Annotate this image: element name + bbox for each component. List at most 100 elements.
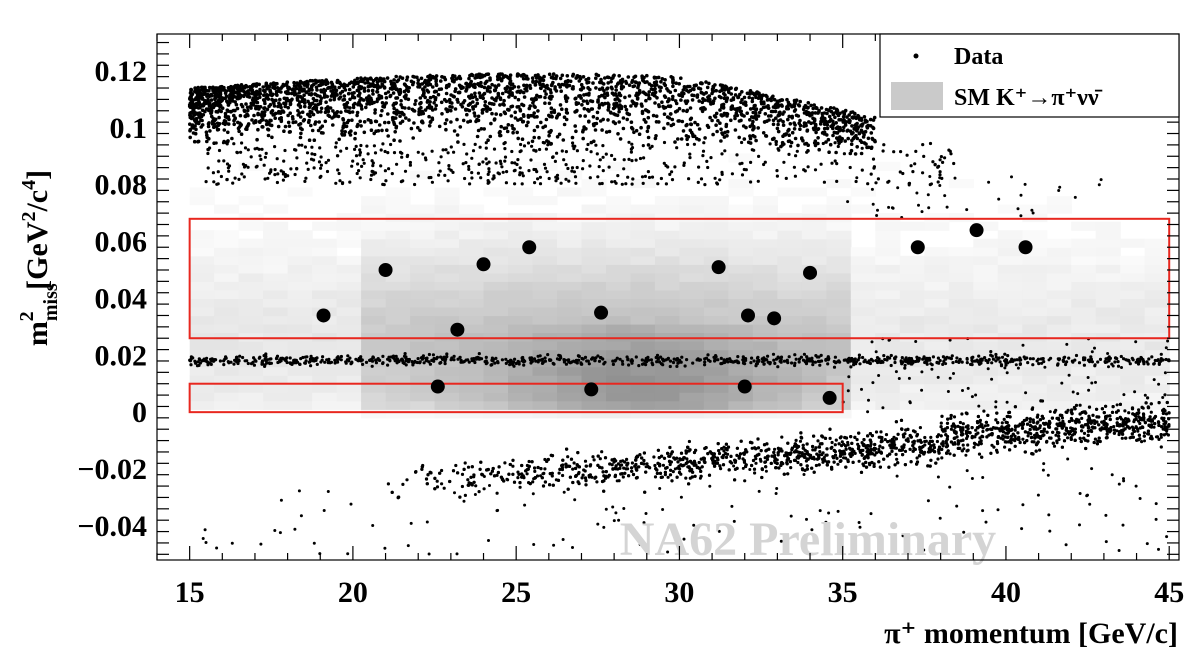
heatmap-cell	[973, 332, 999, 342]
data-point	[337, 85, 342, 90]
data-point	[392, 86, 396, 91]
data-point	[381, 354, 385, 358]
data-point	[424, 356, 428, 361]
data-point	[730, 172, 735, 176]
heatmap-cell	[899, 324, 925, 334]
data-point	[702, 106, 706, 110]
data-point	[594, 86, 598, 90]
data-point	[534, 79, 539, 84]
data-point	[811, 106, 815, 111]
data-point	[659, 362, 664, 366]
data-point	[634, 355, 638, 359]
data-point	[598, 182, 602, 186]
data-point	[543, 89, 547, 93]
heatmap-cell	[997, 366, 1023, 376]
data-point	[831, 111, 836, 116]
heatmap-cell	[752, 204, 778, 214]
heatmap-cell	[630, 281, 656, 291]
data-point	[551, 72, 556, 76]
data-point	[692, 142, 697, 146]
data-point	[430, 116, 435, 120]
data-point	[1070, 359, 1074, 363]
data-point	[680, 355, 684, 359]
heatmap-cell	[287, 349, 313, 359]
data-point	[391, 354, 396, 358]
heatmap-cell	[826, 196, 852, 206]
heatmap-cell	[434, 392, 460, 402]
data-point	[303, 145, 307, 149]
data-point	[1082, 358, 1086, 362]
data-point	[356, 80, 360, 84]
data-point	[207, 85, 212, 90]
heatmap-cell	[630, 349, 656, 359]
data-point	[794, 154, 798, 158]
data-point	[382, 79, 387, 84]
heatmap-cell	[214, 255, 240, 265]
data-point	[632, 84, 637, 88]
heatmap-cell	[508, 375, 534, 385]
data-point	[242, 165, 247, 169]
data-point	[894, 452, 898, 456]
data-point	[983, 356, 987, 360]
data-point	[496, 77, 500, 82]
heatmap-cell	[214, 289, 240, 299]
data-point	[227, 169, 231, 173]
data-point	[742, 359, 746, 363]
data-point	[206, 151, 210, 156]
data-point	[776, 129, 781, 134]
data-point	[754, 461, 758, 465]
heatmap-cell	[483, 272, 509, 282]
data-point	[308, 110, 313, 115]
data-point	[697, 99, 701, 103]
data-point	[571, 72, 576, 77]
data-point	[439, 355, 443, 359]
heatmap-cell	[263, 272, 289, 282]
data-point	[596, 98, 600, 102]
data-point	[339, 110, 343, 114]
data-point	[640, 175, 645, 179]
data-point	[252, 113, 256, 118]
data-point	[562, 158, 566, 162]
data-point	[258, 120, 262, 124]
data-point	[239, 150, 243, 154]
data-point	[421, 152, 425, 156]
data-point	[204, 180, 208, 184]
heatmap-cell	[875, 358, 901, 368]
heatmap-cell	[924, 272, 950, 282]
data-point	[214, 101, 219, 106]
data-point	[484, 157, 488, 161]
heatmap-cell	[287, 298, 313, 308]
heatmap-cell	[287, 230, 313, 240]
data-point	[593, 128, 598, 132]
data-point	[601, 357, 605, 361]
data-point	[440, 112, 444, 116]
data-point	[1008, 360, 1013, 364]
heatmap-cell	[263, 230, 289, 240]
heatmap-cell	[532, 307, 558, 317]
data-point	[350, 164, 354, 168]
data-point	[862, 360, 866, 364]
data-point	[802, 352, 807, 356]
data-point	[380, 82, 385, 86]
data-point	[703, 183, 707, 187]
heatmap-cell	[973, 315, 999, 325]
data-point	[283, 124, 288, 129]
data-point	[610, 87, 614, 91]
data-point	[693, 120, 697, 125]
data-point	[840, 136, 844, 141]
data-point	[779, 355, 784, 359]
data-point	[259, 157, 263, 161]
heatmap-cell	[483, 366, 509, 376]
heatmap-cell	[654, 315, 680, 325]
data-point	[790, 130, 795, 135]
heatmap-cell	[703, 247, 729, 257]
heatmap-cell	[581, 213, 607, 223]
heatmap-cell	[238, 213, 264, 223]
heatmap-cell	[801, 332, 827, 342]
heatmap-cell	[385, 230, 411, 240]
data-point	[423, 108, 428, 112]
data-point	[500, 165, 504, 169]
heatmap-cell	[336, 366, 362, 376]
heatmap-cell	[410, 264, 436, 274]
heatmap-cell	[801, 289, 827, 299]
